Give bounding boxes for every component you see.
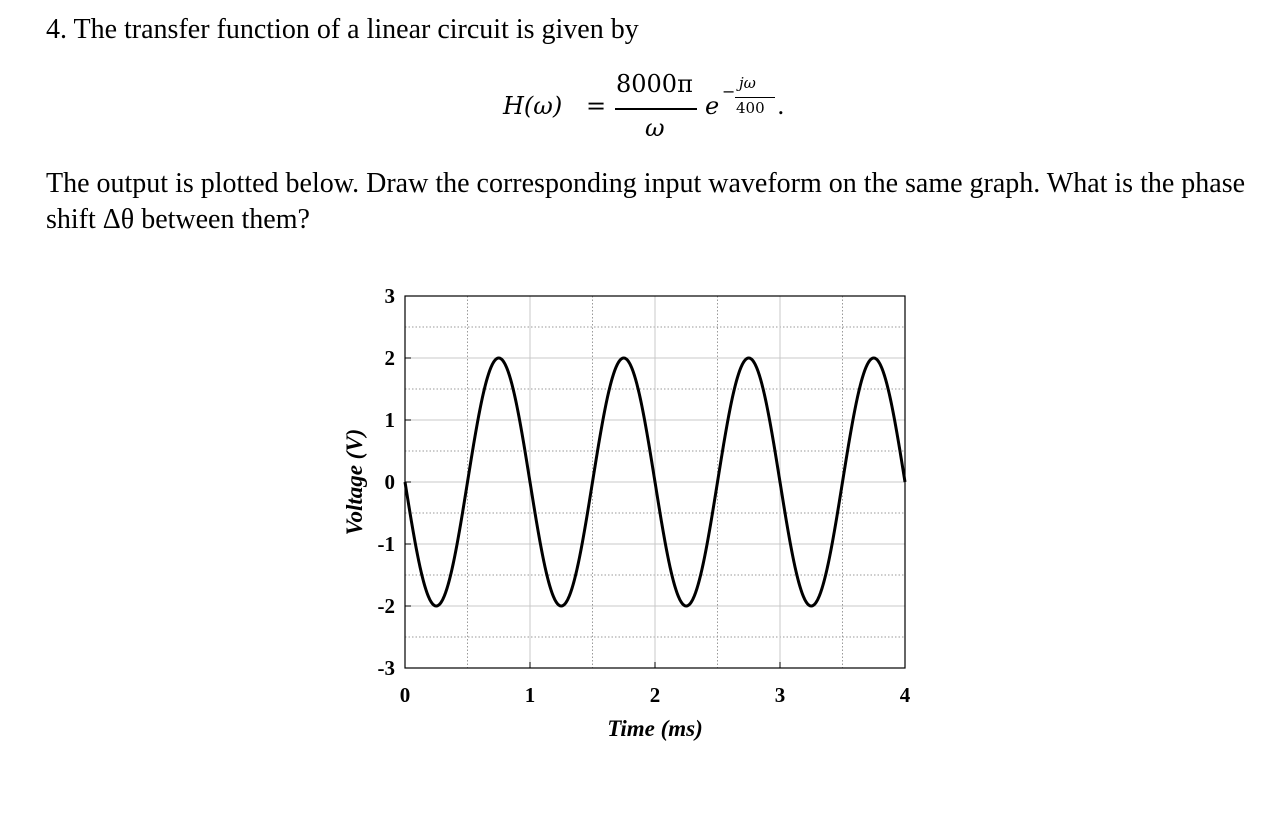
y-tick-label: 0 (385, 470, 396, 494)
formula-denominator: ω (645, 114, 665, 142)
tick-labels: 0 1 2 3 4 3 2 1 0 -1 -2 -3 (378, 284, 911, 707)
formula-numerator: 8000π (616, 70, 693, 98)
y-axis-label: Voltage (V) (342, 429, 367, 536)
formula-fraction-bar (615, 108, 697, 110)
x-tick-label: 0 (400, 683, 411, 707)
major-grid (405, 296, 905, 668)
y-tick-label: -3 (378, 656, 396, 680)
transfer-function-formula: H(ω) = 8000π ω e − jω 400 . (503, 68, 823, 148)
formula-period: . (777, 92, 785, 120)
series-line-output-voltage (403, 356, 907, 608)
x-tick-label: 4 (900, 683, 911, 707)
problem-title: 4. The transfer function of a linear cir… (46, 14, 639, 45)
x-tick-label: 1 (525, 683, 536, 707)
axis-ticks (404, 295, 906, 669)
formula-exp-sign: − (722, 82, 736, 101)
question-text: The output is plotted below. Draw the co… (46, 168, 1246, 235)
y-tick-label: -1 (378, 532, 396, 556)
y-tick-label: 2 (385, 346, 396, 370)
series-layer (403, 356, 907, 608)
y-tick-label: 3 (385, 284, 396, 308)
x-tick-label: 2 (650, 683, 661, 707)
y-tick-label: 1 (385, 408, 396, 432)
formula-exp-fraction-bar (735, 97, 775, 98)
x-tick-label: 3 (775, 683, 786, 707)
formula-exp-base: e (705, 92, 720, 120)
formula-lhs: H(ω) (503, 92, 563, 120)
formula-exp-denominator: 400 (736, 99, 765, 117)
x-axis-label: Time (ms) (607, 716, 703, 741)
formula-exp-numerator: jω (739, 74, 756, 92)
formula-equals: = (586, 92, 607, 120)
y-tick-label: -2 (378, 594, 396, 618)
